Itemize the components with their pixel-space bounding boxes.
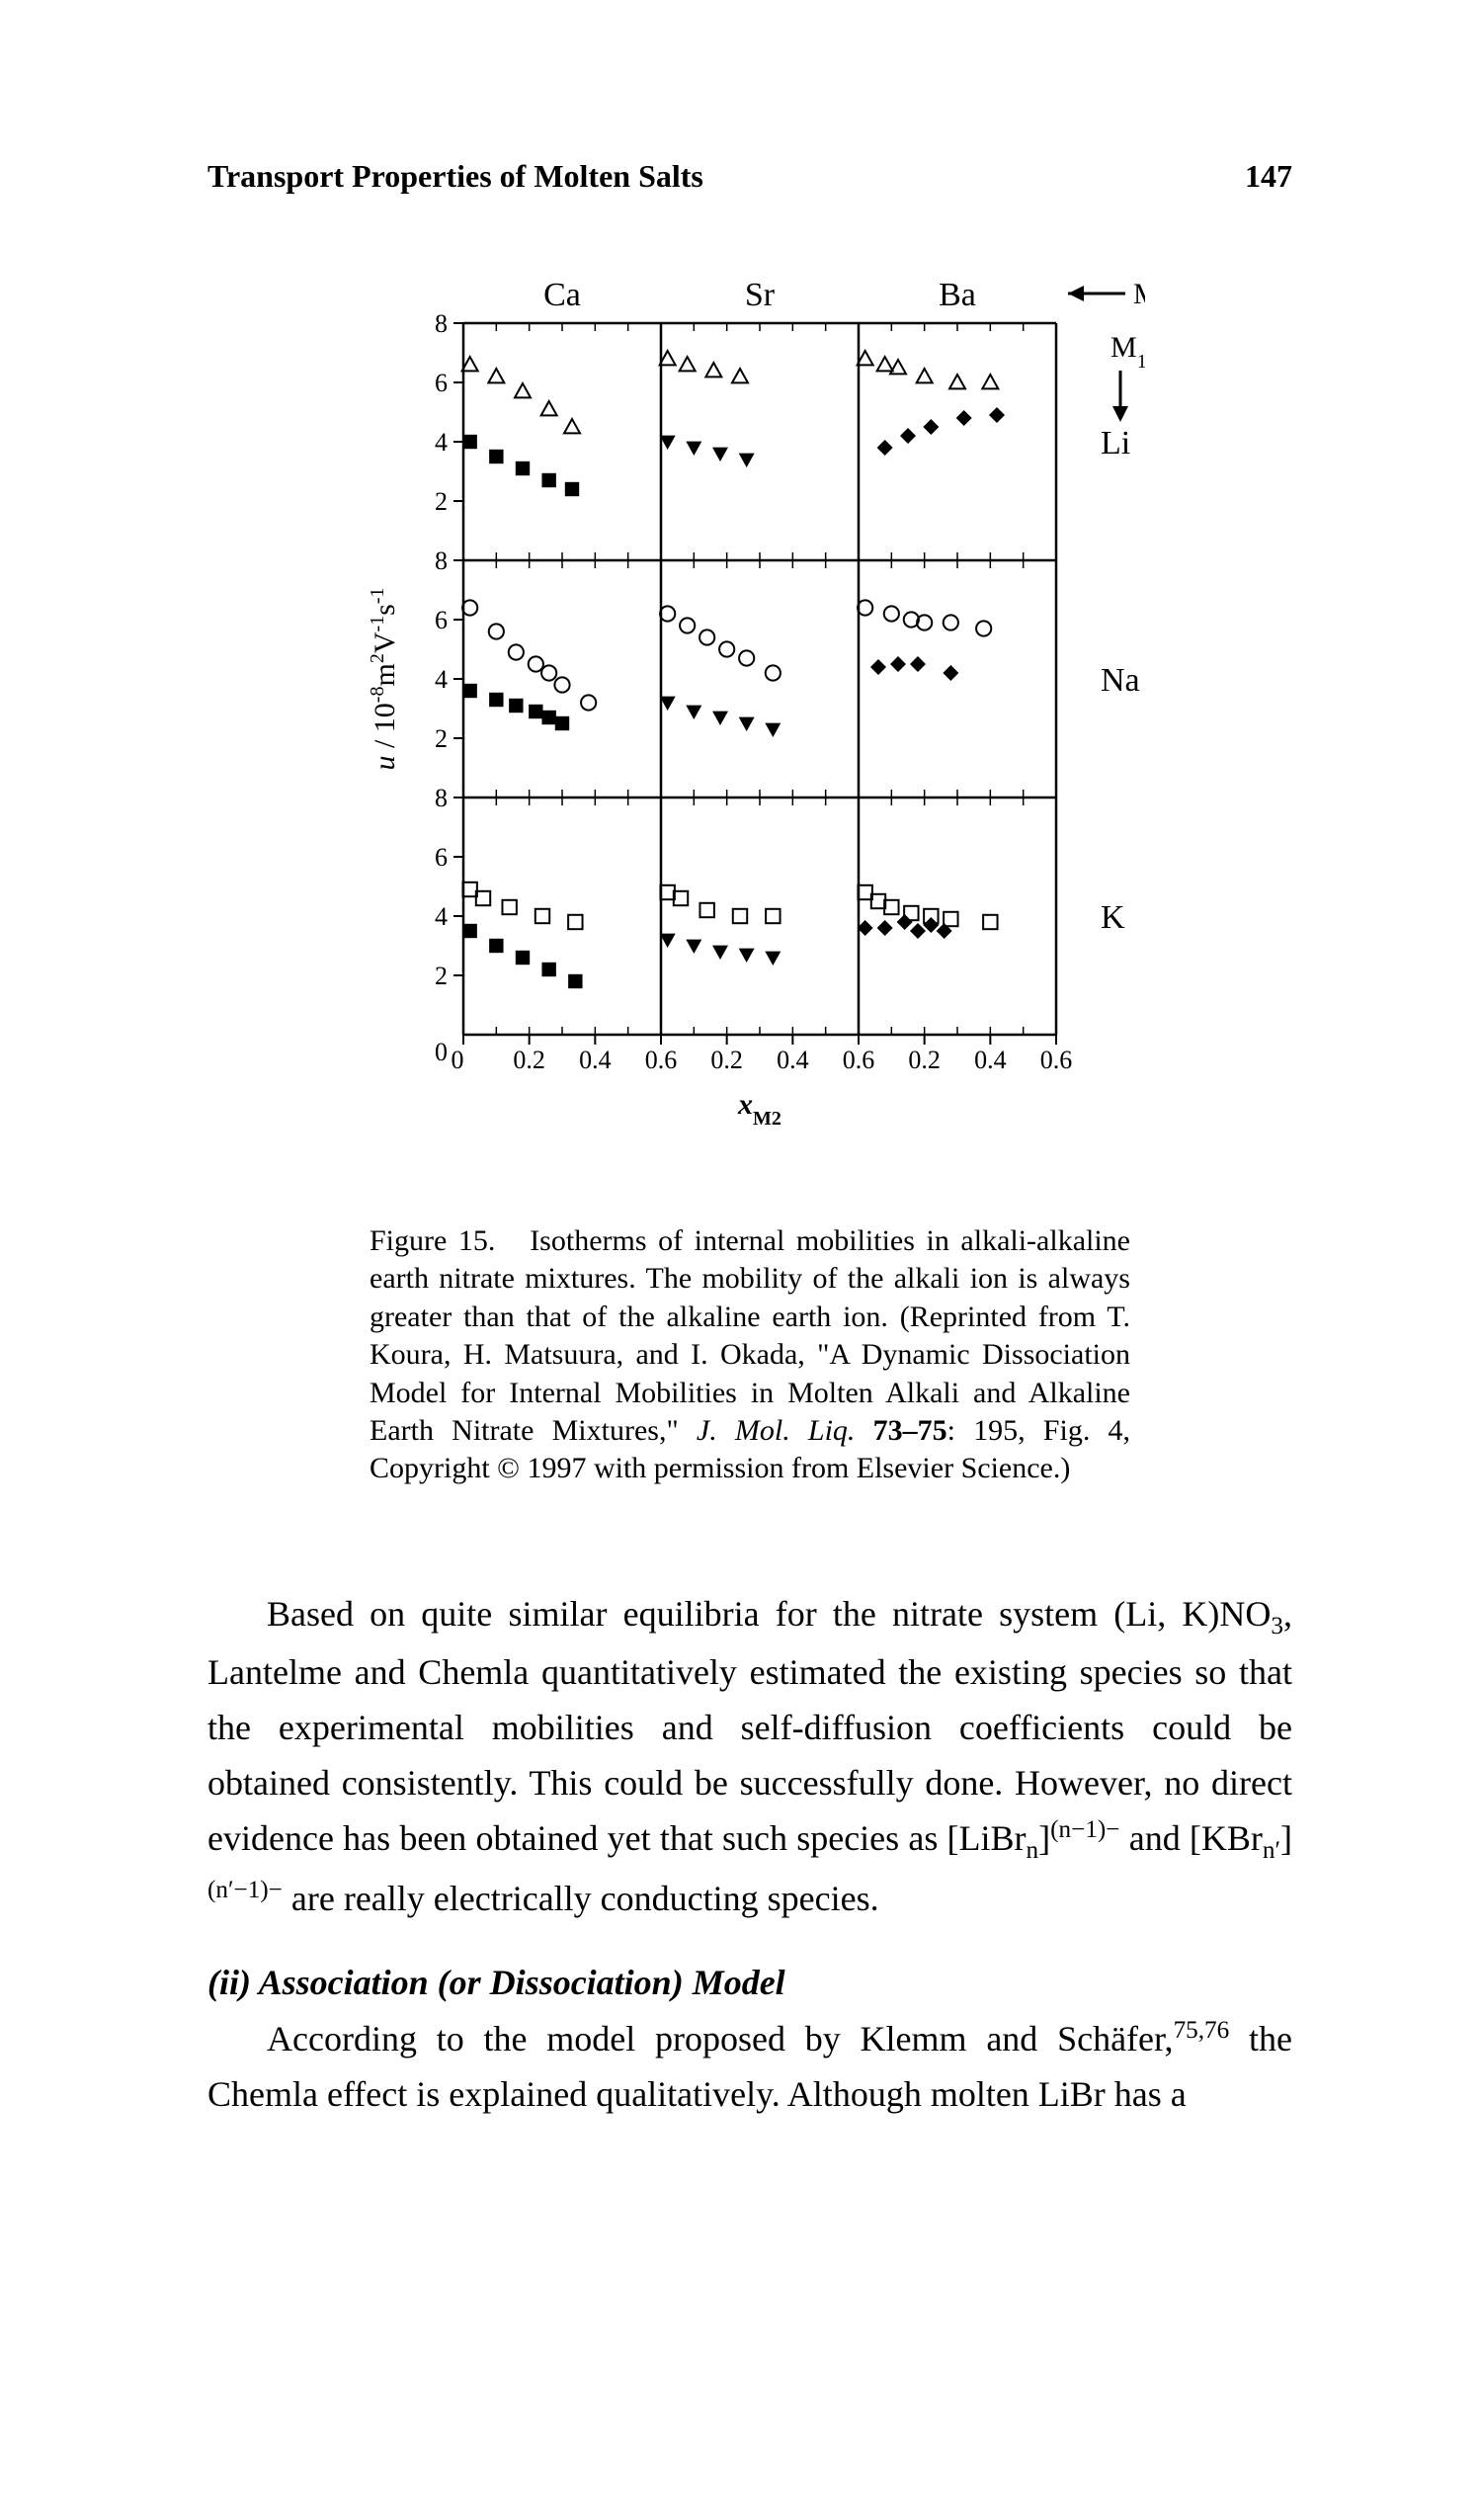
svg-text:6: 6 (435, 843, 448, 872)
svg-text:4: 4 (435, 665, 448, 694)
svg-text:4: 4 (435, 902, 448, 931)
svg-text:6: 6 (435, 369, 448, 397)
svg-text:Na: Na (1101, 662, 1140, 699)
svg-text:0.6: 0.6 (1040, 1046, 1073, 1074)
svg-text:0.2: 0.2 (710, 1046, 743, 1074)
svg-text:0.4: 0.4 (974, 1046, 1007, 1074)
svg-text:2: 2 (435, 962, 448, 990)
svg-text:Sr: Sr (745, 277, 776, 313)
svg-text:6: 6 (435, 606, 448, 634)
svg-text:8: 8 (435, 309, 448, 338)
running-head: Transport Properties of Molten Salts 147 (207, 158, 1292, 195)
figure-svg: Ca Sr Ba M2 M1 Li Na K 2 4 6 8 2 4 6 8 2 4 6 8 0 0.2 0.4 0.6 0.2… (355, 264, 1145, 1153)
svg-text:0.2: 0.2 (908, 1046, 941, 1074)
svg-text:0.4: 0.4 (579, 1046, 612, 1074)
svg-text:xM2: xM2 (737, 1088, 781, 1130)
svg-text:0: 0 (452, 1046, 464, 1074)
paragraph-2: According to the model proposed by Klemm… (207, 2011, 1292, 2123)
section-heading: (ii) Association (or Dissociation) Model (207, 1956, 1292, 2011)
page-number: 147 (1245, 158, 1292, 195)
svg-text:Ca: Ca (543, 277, 581, 313)
svg-text:M1: M1 (1110, 331, 1145, 373)
figure-15: Ca Sr Ba M2 M1 Li Na K 2 4 6 8 2 4 6 8 2 4 6 8 0 0.2 0.4 0.6 0.2… (355, 264, 1145, 1153)
svg-text:4: 4 (435, 428, 448, 457)
svg-text:8: 8 (435, 784, 448, 812)
svg-text:K: K (1101, 899, 1125, 936)
paragraph-1: Based on quite similar equilibria for th… (207, 1587, 1292, 1927)
page: Transport Properties of Molten Salts 147… (0, 0, 1480, 2520)
svg-text:Li: Li (1101, 425, 1130, 462)
svg-text:0.4: 0.4 (777, 1046, 809, 1074)
svg-text:0.6: 0.6 (645, 1046, 678, 1074)
body-text: Based on quite similar equilibria for th… (207, 1587, 1292, 2123)
svg-text:8: 8 (435, 546, 448, 575)
svg-text:0: 0 (435, 1038, 448, 1066)
running-title: Transport Properties of Molten Salts (207, 158, 703, 195)
svg-text:2: 2 (435, 487, 448, 516)
svg-text:M2: M2 (1133, 278, 1145, 319)
svg-text:0.6: 0.6 (843, 1046, 875, 1074)
svg-text:Ba: Ba (939, 277, 976, 313)
figure-wrap: Ca Sr Ba M2 M1 Li Na K 2 4 6 8 2 4 6 8 2 4 6 8 0 0.2 0.4 0.6 0.2… (207, 264, 1292, 1153)
svg-text:2: 2 (435, 724, 448, 753)
svg-text:u / 10-8m2V-1s-1: u / 10-8m2V-1s-1 (367, 587, 401, 770)
figure-caption: Figure 15. Isotherms of internal mobilit… (370, 1222, 1130, 1488)
svg-text:0.2: 0.2 (513, 1046, 545, 1074)
